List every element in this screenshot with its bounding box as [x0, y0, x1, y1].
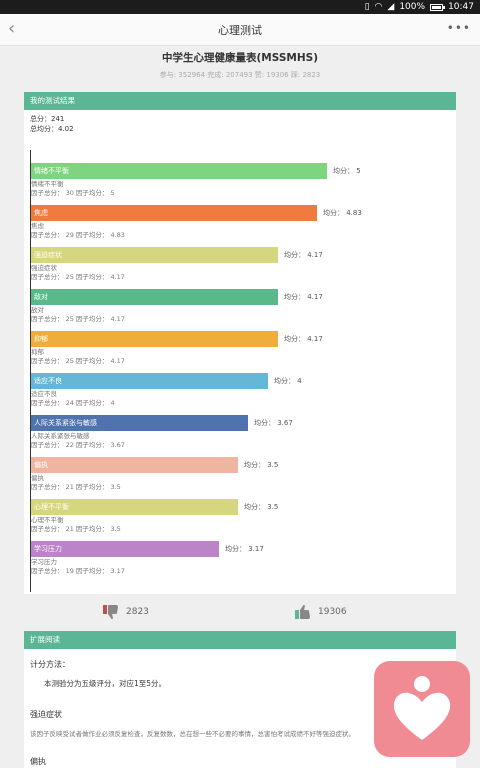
battery-percent: 100% [399, 2, 426, 12]
factor-bar: 焦虑 [31, 205, 317, 221]
thumbs-down-icon [103, 605, 118, 619]
clock: 10:47 [448, 2, 474, 12]
method-text: 本测验分为五级评分，对应1至5分。 [44, 679, 167, 688]
factor-average: 均分： 3.17 [225, 545, 264, 553]
chart-axis [30, 150, 31, 592]
factor-average: 均分： 4 [274, 377, 302, 385]
factor-scores: 因子总分： 21 因子均分： 3.5 [31, 483, 121, 491]
vibrate-icon: ▯ [364, 2, 370, 12]
factor-scores: 因子总分： 30 因子均分： 5 [31, 189, 115, 197]
factor-scores: 因子总分： 25 因子均分： 4.17 [31, 273, 125, 281]
factor-average: 均分： 4.17 [284, 335, 323, 343]
total-average: 总均分：4.02 [30, 125, 74, 133]
factor-average: 均分： 4.83 [323, 209, 362, 217]
test-title: 中学生心理健康量表(MSSMHS) [162, 52, 318, 64]
factor-bar: 偏执 [31, 457, 238, 473]
factor-bar: 强迫症状 [31, 247, 278, 263]
factor-average: 均分： 4.17 [284, 251, 323, 259]
factor-scores: 因子总分： 29 因子均分： 4.83 [31, 231, 125, 239]
factor-name: 人际关系紧张与敏感 [31, 432, 90, 440]
back-arrow-icon[interactable]: ‹ [8, 18, 16, 39]
factor-name: 焦虑 [31, 222, 44, 230]
factor-average: 均分： 3.5 [244, 461, 279, 469]
section1-text: 该因子反映受试者做作业必须反复检查，反复数数，总在想一些不必要的事情，总害怕考试… [30, 730, 355, 738]
factor-name: 适应不良 [31, 390, 57, 398]
like-button[interactable]: 19306 [294, 604, 347, 620]
heart-person-icon [393, 676, 451, 740]
factor-bar: 学习压力 [31, 541, 219, 557]
battery-icon [430, 3, 446, 11]
result-header: 我的测试结果 [24, 92, 456, 110]
section1-title: 强迫症状 [30, 710, 62, 719]
factor-name: 强迫症状 [31, 264, 57, 272]
factor-bar: 心理不平衡 [31, 499, 238, 515]
dislike-count: 2823 [126, 607, 149, 617]
factor-scores: 因子总分： 21 因子均分： 3.5 [31, 525, 121, 533]
app-bar: ‹ 心理测试 ••• [0, 14, 480, 46]
factor-bar: 抑郁 [31, 331, 278, 347]
reading-body: 计分方法： 本测验分为五级评分，对应1至5分。 强迫症状 该因子反映受试者做作业… [24, 649, 456, 768]
factor-name: 学习压力 [31, 558, 57, 566]
factor-name: 偏执 [31, 474, 44, 482]
method-label: 计分方法： [30, 660, 70, 669]
dislike-button[interactable]: 2823 [102, 604, 149, 620]
factor-name: 敌对 [31, 306, 44, 314]
result-card: 我的测试结果 总分：241 总均分：4.02 情绪不平衡 均分： 5 情绪不平衡 因子… [24, 92, 456, 594]
factor-name: 情绪不平衡 [31, 180, 64, 188]
factor-name: 心理不平衡 [31, 516, 64, 524]
factor-bar: 人际关系紧张与敏感 [31, 415, 248, 431]
app-title: 心理测试 [218, 23, 262, 37]
signal-icon: ◢ [387, 2, 395, 12]
vote-row: 2823 19306 [24, 600, 456, 628]
factor-average: 均分： 3.67 [254, 419, 293, 427]
test-stats: 参与: 352964 完成: 207493 赞: 19306 踩: 2823 [159, 71, 321, 79]
wifi-icon: ◠ [374, 2, 383, 12]
factor-scores: 因子总分： 25 因子均分： 4.17 [31, 315, 125, 323]
factor-average: 均分： 5 [333, 167, 361, 175]
thumbs-up-icon [295, 605, 310, 619]
more-options-icon[interactable]: ••• [446, 21, 471, 35]
factor-name: 抑郁 [31, 348, 44, 356]
heart-logo-button[interactable] [374, 661, 470, 757]
factor-scores: 因子总分： 19 因子均分： 3.17 [31, 567, 125, 575]
factor-bar: 情绪不平衡 [31, 163, 327, 179]
factor-bar: 敌对 [31, 289, 278, 305]
factor-average: 均分： 3.5 [244, 503, 279, 511]
like-count: 19306 [318, 607, 347, 617]
factor-bar: 适应不良 [31, 373, 268, 389]
status-bar: ▯ ◠ ◢ 100% 10:47 [0, 0, 480, 14]
factor-scores: 因子总分： 25 因子均分： 4.17 [31, 357, 125, 365]
section2-title: 偏执 [30, 757, 46, 766]
reading-header: 扩展阅读 [24, 631, 456, 649]
factor-scores: 因子总分： 22 因子均分： 3.67 [31, 441, 125, 449]
factor-scores: 因子总分： 24 因子均分： 4 [31, 399, 115, 407]
factor-average: 均分： 4.17 [284, 293, 323, 301]
total-score: 总分：241 [30, 115, 65, 123]
totals: 总分：241 总均分：4.02 [30, 114, 74, 134]
